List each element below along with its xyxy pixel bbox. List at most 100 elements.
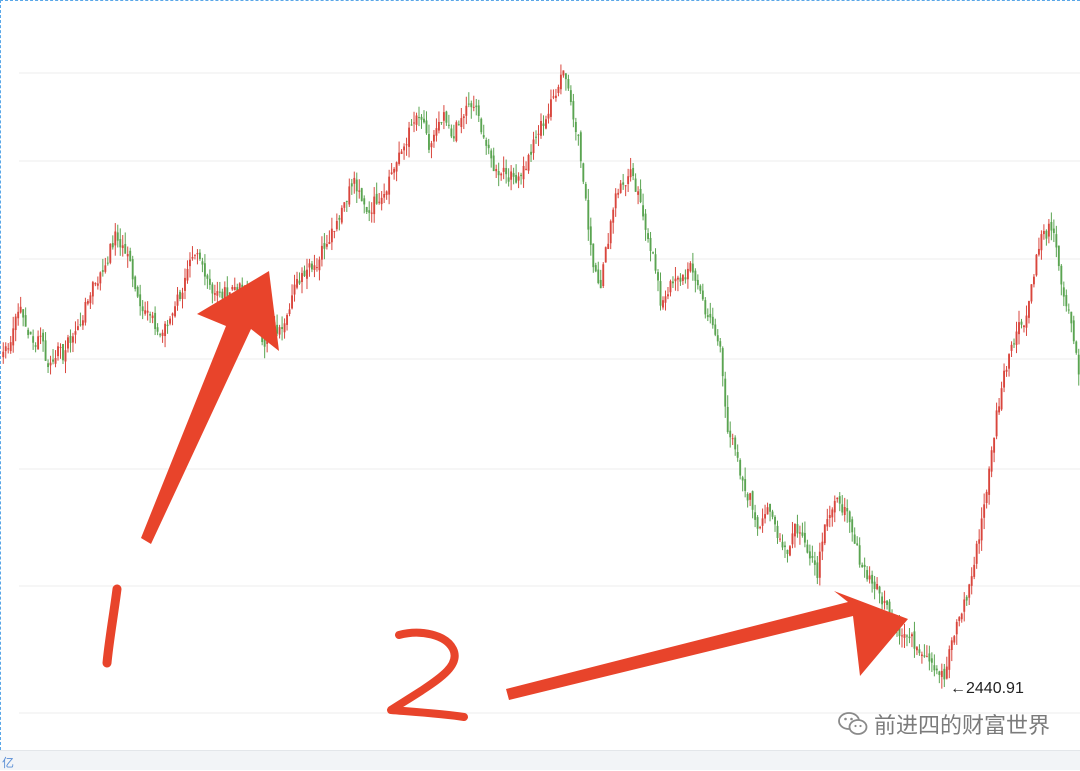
candle-body — [913, 631, 916, 649]
candle-body — [308, 263, 311, 268]
candle-body — [343, 202, 346, 208]
candle — [472, 95, 475, 112]
candle — [1077, 348, 1080, 386]
candle — [81, 315, 84, 330]
candle-body — [612, 209, 615, 223]
candle — [662, 296, 664, 310]
candle — [1065, 289, 1068, 312]
candle-body — [906, 635, 908, 637]
candle-body — [126, 253, 129, 257]
candle-body — [467, 103, 470, 105]
candle — [1032, 274, 1035, 288]
candle — [759, 525, 762, 530]
candle-body — [607, 243, 610, 250]
candle-body — [545, 119, 547, 129]
candle — [335, 213, 338, 232]
candle-body — [741, 477, 744, 481]
candle — [433, 130, 435, 148]
candle — [390, 162, 393, 175]
candle — [418, 106, 420, 127]
candle — [945, 656, 948, 680]
candle — [970, 567, 973, 595]
candle-body — [375, 193, 378, 204]
candle-body — [64, 350, 67, 362]
candle — [27, 327, 30, 339]
candle-body — [711, 316, 714, 326]
candle-body — [276, 324, 279, 334]
candle-body — [213, 293, 216, 295]
candle — [76, 319, 79, 331]
candle — [1018, 310, 1020, 345]
candle-body — [554, 95, 557, 98]
candle — [634, 173, 637, 192]
candle-body — [774, 516, 776, 525]
candle-body — [477, 105, 480, 116]
candle-body — [878, 586, 881, 594]
candle-body — [627, 176, 630, 185]
candle-body — [784, 545, 786, 548]
candle-body — [736, 452, 739, 458]
candle — [784, 541, 786, 558]
candle — [823, 524, 826, 546]
candle — [918, 644, 921, 656]
candle-body — [121, 245, 124, 249]
candle — [74, 321, 77, 344]
candle — [72, 332, 74, 353]
candle-body — [886, 600, 889, 605]
candle-body — [1018, 322, 1020, 335]
candle-body — [674, 278, 677, 282]
candle-body — [572, 101, 575, 120]
candle — [1047, 219, 1050, 244]
candle-body — [923, 655, 926, 657]
candle-body — [861, 564, 864, 568]
candle-body — [119, 239, 122, 248]
candle-body — [649, 237, 652, 251]
candle-body — [998, 406, 1001, 413]
candle — [408, 121, 410, 158]
candle — [184, 268, 186, 300]
candle-body — [587, 199, 590, 230]
candle-body — [594, 265, 597, 272]
candle — [502, 156, 505, 180]
candle — [169, 316, 171, 326]
candle — [1042, 224, 1045, 240]
candle — [652, 251, 654, 255]
candle — [851, 516, 854, 542]
candle — [174, 301, 176, 318]
candle — [124, 232, 127, 254]
candle-body — [482, 135, 485, 138]
candle-body — [2, 351, 5, 358]
candle-body — [525, 168, 528, 170]
candle-body — [930, 658, 933, 663]
candlestick-chart: 1 2 ←2440.91 — [2, 64, 1080, 721]
candle — [741, 475, 744, 492]
candle — [644, 209, 647, 241]
candle — [674, 267, 677, 291]
candle — [856, 536, 859, 546]
candle — [769, 503, 771, 522]
candle-body — [754, 512, 757, 520]
candle-body — [714, 324, 717, 335]
candle-body — [363, 198, 366, 205]
candle-body — [161, 332, 164, 336]
candle-body — [614, 193, 617, 209]
candle — [776, 520, 779, 544]
candle-body — [181, 292, 184, 299]
candle — [450, 124, 453, 139]
candle — [868, 566, 871, 584]
candle — [477, 99, 480, 123]
candle — [903, 623, 906, 648]
candle — [288, 303, 291, 317]
candle — [684, 269, 687, 284]
candle — [779, 533, 781, 542]
candle — [1060, 264, 1063, 296]
candle — [1072, 315, 1075, 345]
candle — [831, 507, 834, 527]
candle-body — [373, 196, 376, 215]
candle — [873, 575, 876, 600]
candle — [4, 342, 7, 359]
candle — [1067, 303, 1070, 314]
candle-body — [408, 127, 410, 147]
candle — [975, 540, 978, 569]
candle-body — [281, 327, 284, 330]
